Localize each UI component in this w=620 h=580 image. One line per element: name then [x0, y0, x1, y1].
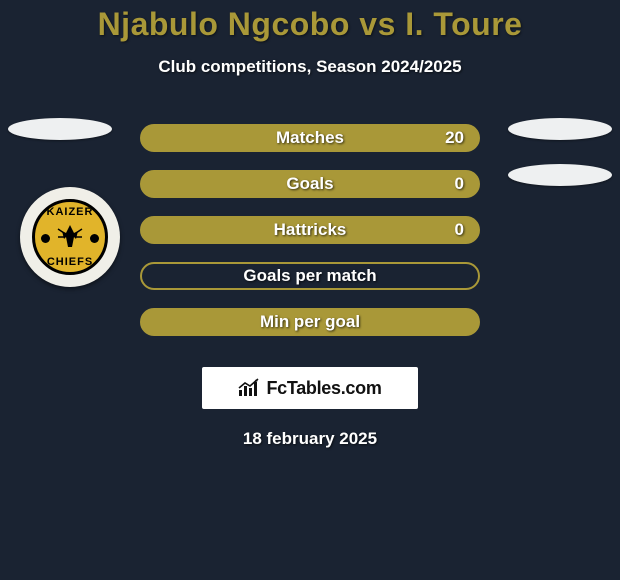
stat-label: Min per goal: [260, 312, 360, 332]
brand-text: FcTables.com: [266, 378, 381, 399]
stat-value: 0: [455, 174, 464, 194]
stat-label: Matches: [276, 128, 344, 148]
stat-bar: Goals 0: [140, 170, 480, 198]
date-label: 18 february 2025: [0, 429, 620, 449]
stat-label: Hattricks: [274, 220, 347, 240]
stat-value: 0: [455, 220, 464, 240]
subtitle: Club competitions, Season 2024/2025: [0, 57, 620, 77]
stat-value: 20: [445, 128, 464, 148]
brand-watermark: FcTables.com: [202, 367, 418, 409]
stat-row: Min per goal: [0, 299, 620, 345]
stat-bar: Goals per match: [140, 262, 480, 290]
comparison-card: Njabulo Ngcobo vs I. Toure Club competit…: [0, 0, 620, 449]
stat-bar: Matches 20: [140, 124, 480, 152]
stat-row: Goals per match: [0, 253, 620, 299]
stat-label: Goals: [286, 174, 333, 194]
stat-row: Matches 20: [0, 115, 620, 161]
stat-label: Goals per match: [243, 266, 376, 286]
stats-rows: KAIZER CHIEFS Matches 20 Goals 0: [0, 115, 620, 345]
stat-row: Goals 0: [0, 161, 620, 207]
stat-row: Hattricks 0: [0, 207, 620, 253]
stat-bar: Hattricks 0: [140, 216, 480, 244]
bars-chart-icon: [238, 378, 262, 398]
stat-bar: Min per goal: [140, 308, 480, 336]
page-title: Njabulo Ngcobo vs I. Toure: [0, 6, 620, 43]
